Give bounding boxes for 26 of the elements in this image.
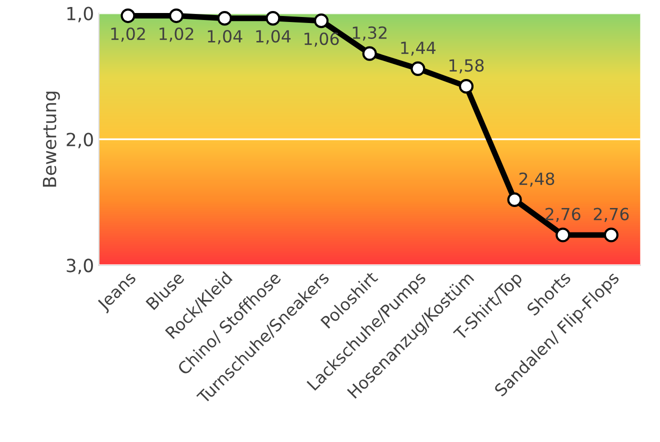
point xyxy=(604,228,618,242)
y-axis-title: Bewertung xyxy=(42,92,60,187)
data-label: 2,76 xyxy=(594,208,629,222)
point xyxy=(120,8,136,24)
point xyxy=(169,8,184,24)
point xyxy=(410,61,426,76)
point xyxy=(266,11,280,26)
data-label: 2,76 xyxy=(546,208,580,222)
data-label: 1,02 xyxy=(111,27,145,42)
y-tick-label: 2,0 xyxy=(66,132,93,148)
data-label: 1,44 xyxy=(401,42,436,56)
data-label: 1,04 xyxy=(256,30,291,44)
point xyxy=(362,46,377,61)
point xyxy=(458,79,474,94)
point xyxy=(314,14,329,28)
data-label: 2,48 xyxy=(519,172,554,187)
y-tick-label: 3,0 xyxy=(66,258,93,274)
data-label: 1,04 xyxy=(208,30,242,44)
point xyxy=(217,11,232,26)
data-label: 1,06 xyxy=(304,32,339,47)
y-tick-label: 1,0 xyxy=(67,6,93,22)
point xyxy=(556,228,570,242)
data-label: 1,58 xyxy=(450,59,484,74)
data-label: 1,32 xyxy=(352,26,386,41)
point xyxy=(507,192,522,207)
data-label: 1,02 xyxy=(160,27,194,42)
